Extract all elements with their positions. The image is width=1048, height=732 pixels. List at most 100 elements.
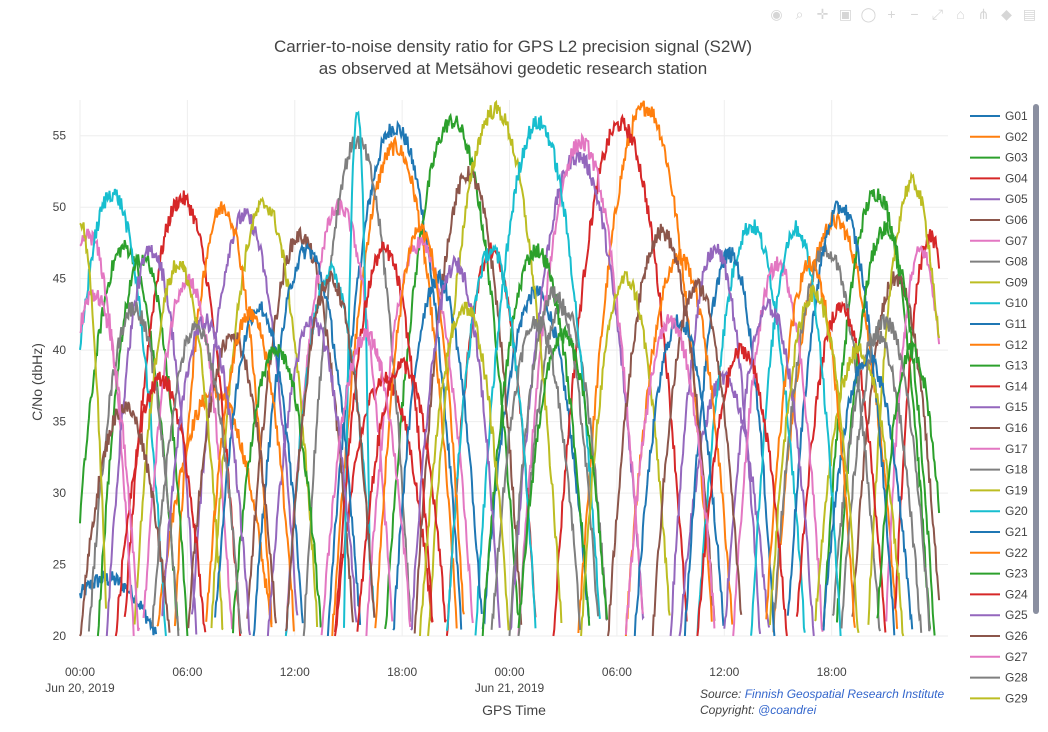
- legend-item-G01[interactable]: G01: [970, 109, 1028, 123]
- autoscale-icon[interactable]: ⤢: [931, 6, 944, 22]
- legend-item-G25[interactable]: G25: [970, 608, 1028, 622]
- series-line-G21: [633, 314, 725, 637]
- legend-item-G05[interactable]: G05: [970, 192, 1028, 206]
- series-line-G15: [669, 243, 762, 637]
- series-line-G08: [302, 135, 412, 637]
- hover-closest-icon[interactable]: ◆: [1001, 6, 1012, 22]
- y-tick-label: 35: [53, 415, 67, 429]
- legend-label: G16: [1005, 421, 1028, 435]
- legend-item-G10[interactable]: G10: [970, 296, 1028, 310]
- series-line-G28: [490, 316, 582, 630]
- series-line-G21: [214, 301, 304, 624]
- legend-scrollbar[interactable]: [1033, 104, 1039, 614]
- legend-label: G02: [1005, 130, 1028, 144]
- legend-item-G17[interactable]: G17: [970, 442, 1028, 456]
- x-tick-sublabel: Jun 20, 2019: [45, 681, 115, 695]
- legend-item-G26[interactable]: G26: [970, 629, 1028, 643]
- legend-label: G13: [1005, 359, 1028, 373]
- legend-item-G28[interactable]: G28: [970, 671, 1028, 685]
- legend-item-G11[interactable]: G11: [970, 317, 1027, 331]
- legend-item-G13[interactable]: G13: [970, 359, 1028, 373]
- chart-subtitle: as observed at Metsähovi geodetic resear…: [319, 59, 707, 78]
- legend-item-G07[interactable]: G07: [970, 234, 1028, 248]
- series-line-G05: [190, 208, 299, 616]
- legend-label: G24: [1005, 587, 1028, 601]
- series-line-G10: [696, 219, 806, 637]
- series-line-G26: [651, 277, 743, 637]
- reset-axes-icon[interactable]: ⌂: [956, 6, 965, 22]
- legend-label: G05: [1005, 192, 1028, 206]
- legend-item-G08[interactable]: G08: [970, 255, 1028, 269]
- series-line-G20: [750, 220, 842, 637]
- legend-item-G23[interactable]: G23: [970, 567, 1028, 581]
- camera-icon[interactable]: ◉: [770, 6, 783, 22]
- hover-compare-icon[interactable]: ▤: [1022, 6, 1037, 22]
- legend-item-G22[interactable]: G22: [970, 546, 1028, 560]
- legend-item-G12[interactable]: G12: [970, 338, 1028, 352]
- legend-label: G08: [1005, 255, 1028, 269]
- legend-item-G18[interactable]: G18: [970, 463, 1028, 477]
- source-link[interactable]: Finnish Geospatial Research Institute: [744, 687, 945, 701]
- legend-item-G09[interactable]: G09: [970, 275, 1028, 289]
- legend-label: G03: [1005, 151, 1028, 165]
- x-axis-ticks: 00:00 Jun 20, 2019 06:00 12:00 18:00 00:00 Jun…: [45, 665, 847, 695]
- legend-item-G20[interactable]: G20: [970, 504, 1028, 518]
- legend-label: G26: [1005, 629, 1028, 643]
- legend[interactable]: G01 G02 G03 G04 G05 G06 G07 G08 G09 G10 G11 G12 G13 G…: [970, 109, 1028, 705]
- legend-item-G27[interactable]: G27: [970, 650, 1028, 664]
- series-line-G13: [836, 221, 936, 636]
- lasso-icon[interactable]: ◯: [860, 6, 877, 22]
- series-line-G16: [607, 223, 716, 637]
- series-line-G29: [768, 284, 860, 633]
- legend-label: G07: [1005, 234, 1028, 248]
- series-line-G15: [266, 314, 358, 637]
- series-line-G11: [252, 242, 362, 637]
- zoom-out-icon[interactable]: −: [910, 6, 919, 22]
- series-line-G22: [374, 223, 465, 629]
- zoom-in-icon[interactable]: +: [887, 6, 896, 22]
- legend-item-G02[interactable]: G02: [970, 130, 1028, 144]
- copyright-link[interactable]: @coandrei: [758, 703, 817, 717]
- x-tick-label: 12:00: [280, 665, 310, 679]
- legend-item-G03[interactable]: G03: [970, 151, 1028, 165]
- series-line-G14: [795, 300, 887, 633]
- pan-icon[interactable]: ✛: [816, 6, 829, 22]
- zoom-icon[interactable]: ⌕: [795, 6, 804, 22]
- x-tick-label: 06:00: [602, 665, 632, 679]
- series-line-G08: [517, 300, 608, 637]
- series-line-G21: [822, 347, 914, 631]
- legend-item-G21[interactable]: G21: [970, 525, 1028, 539]
- series-line-G04: [894, 229, 941, 609]
- legend-label: G14: [1005, 379, 1028, 393]
- legend-item-G24[interactable]: G24: [970, 587, 1028, 601]
- series-line-G02: [156, 383, 273, 628]
- box-select-icon[interactable]: ▣: [838, 6, 853, 22]
- chart-title: Carrier-to-noise density ratio for GPS L…: [274, 37, 752, 56]
- legend-item-G04[interactable]: G04: [970, 171, 1028, 185]
- spike-lines-icon[interactable]: ⋔: [977, 6, 990, 22]
- series-line-G27: [79, 289, 141, 632]
- series-line-G27: [624, 314, 716, 635]
- series-line-G17: [365, 236, 474, 637]
- y-tick-label: 55: [53, 129, 67, 143]
- legend-item-G15[interactable]: G15: [970, 400, 1028, 414]
- series-line-G23: [517, 324, 609, 629]
- series-line-G14: [334, 241, 434, 633]
- legend-item-G14[interactable]: G14: [970, 379, 1028, 393]
- legend-item-G16[interactable]: G16: [970, 421, 1028, 435]
- series-line-G24: [114, 371, 207, 637]
- series-line-G08: [772, 242, 881, 632]
- plot-area[interactable]: [79, 99, 948, 637]
- legend-label: G10: [1005, 296, 1028, 310]
- series-line-G12: [173, 201, 273, 627]
- series-line-G13: [481, 243, 591, 637]
- legend-item-G29[interactable]: G29: [970, 691, 1028, 705]
- x-tick-label: 00:00: [65, 665, 95, 679]
- x-tick-label: 00:00: [495, 665, 525, 679]
- x-tick-label: 18:00: [387, 665, 417, 679]
- series-line-G23: [876, 340, 941, 619]
- series-line-G19: [133, 260, 224, 631]
- series-line-G11: [786, 200, 896, 636]
- legend-item-G06[interactable]: G06: [970, 213, 1028, 227]
- legend-item-G19[interactable]: G19: [970, 483, 1028, 497]
